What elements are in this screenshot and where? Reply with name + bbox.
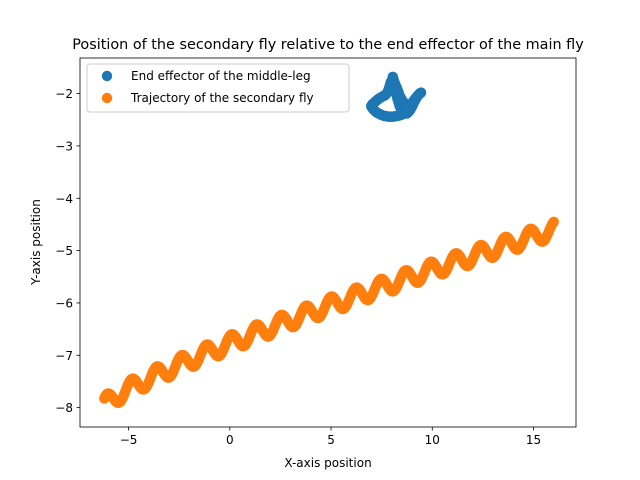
series-end-effector <box>365 71 427 122</box>
legend: End effector of the middle-leg Trajector… <box>86 63 350 113</box>
x-axis: −5 0 5 10 15 <box>120 427 541 447</box>
y-tick-label: −8 <box>55 401 73 415</box>
y-tick-label: −4 <box>55 192 73 206</box>
legend-label-end-effector: End effector of the middle-leg <box>131 69 311 83</box>
x-tick-label: −5 <box>120 433 138 447</box>
x-tick-label: 0 <box>226 433 234 447</box>
chart-title: Position of the secondary fly relative t… <box>72 37 584 53</box>
y-axis: −8 −7 −6 −5 −4 −3 −2 <box>55 87 80 415</box>
x-tick-label: 10 <box>425 433 440 447</box>
x-axis-label: X-axis position <box>284 456 371 470</box>
data-point <box>548 216 559 228</box>
y-tick-label: −7 <box>55 349 73 363</box>
legend-marker-end-effector <box>101 70 113 82</box>
x-tick-label: 15 <box>526 433 541 447</box>
plot-frame <box>79 57 577 428</box>
legend-box <box>86 63 350 113</box>
y-axis-label: Y-axis position <box>29 199 43 286</box>
x-tick-label: 5 <box>327 433 335 447</box>
legend-marker-secondary-fly <box>101 92 113 104</box>
y-tick-label: −2 <box>55 87 73 101</box>
y-tick-label: −5 <box>55 244 73 258</box>
y-tick-label: −6 <box>55 296 73 310</box>
data-point <box>403 105 414 116</box>
y-tick-label: −3 <box>55 139 73 153</box>
legend-label-secondary-fly: Trajectory of the secondary fly <box>130 91 314 105</box>
series-secondary-fly-trajectory <box>99 216 559 409</box>
